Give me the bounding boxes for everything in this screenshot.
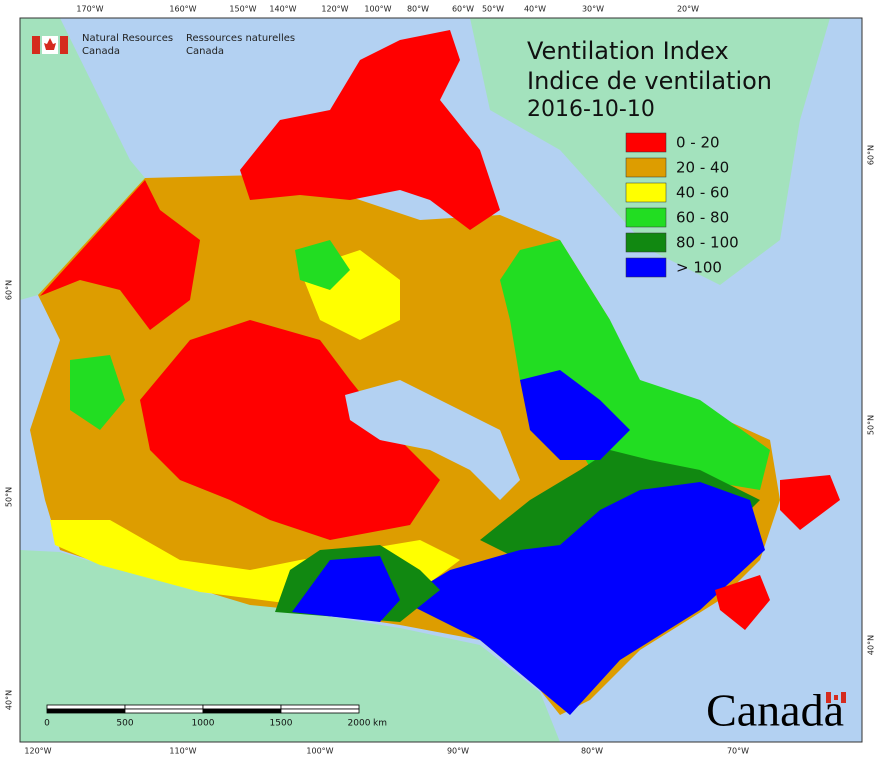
wordmark-flag — [826, 692, 846, 703]
legend-label: 20 - 40 — [676, 159, 729, 177]
longitude-label: 100°W — [364, 5, 391, 14]
arctic-islands — [240, 30, 500, 230]
flag-bar — [60, 36, 68, 54]
scale-segment — [124, 704, 204, 710]
longitude-label: 100°W — [306, 747, 333, 756]
longitude-label: 150°W — [229, 5, 256, 14]
maple-leaf — [834, 695, 838, 700]
legend-label: 80 - 100 — [676, 234, 739, 252]
alaska — [20, 18, 145, 300]
longitude-label: 80°W — [581, 747, 603, 756]
agency-en: Canada — [82, 46, 120, 57]
scale-bar: 0 500 1000 1500 2000 km — [44, 704, 387, 729]
scale-label: 500 — [116, 719, 133, 729]
scale-unit: km — [373, 719, 387, 729]
legend-swatch — [625, 207, 667, 228]
longitude-label: 20°W — [677, 5, 699, 14]
zone-green-arctic — [295, 240, 350, 290]
agency-fr: Canada — [186, 46, 224, 57]
latitude-label: 60°N — [5, 280, 14, 300]
zone-blue-lakes — [292, 556, 400, 622]
wordmark: Canada — [706, 685, 844, 736]
longitude-label: 120°W — [321, 5, 348, 14]
zone-blue-labrador — [520, 370, 630, 460]
title: Ventilation Index — [527, 37, 729, 65]
zone-red-west — [40, 180, 200, 330]
title: Indice de ventilation — [527, 67, 772, 95]
map-body — [20, 18, 862, 742]
nova-scotia — [715, 575, 770, 630]
scale-segment — [280, 708, 360, 714]
legend-label: > 100 — [676, 259, 722, 277]
scale-segment — [202, 704, 282, 710]
agency-fr: Ressources naturelles — [186, 33, 295, 44]
legend-label: 60 - 80 — [676, 209, 729, 227]
longitude-label: 40°W — [524, 5, 546, 14]
legend-swatch — [625, 132, 667, 153]
zone-red-central — [140, 320, 440, 540]
zone-green-west — [70, 355, 125, 430]
zone-blue-east — [400, 482, 765, 715]
date: 2016-10-10 — [527, 97, 655, 122]
map-frame — [19, 17, 863, 743]
flag-bar — [841, 692, 846, 703]
scale-label: 1000 — [192, 719, 215, 729]
longitude-label: 50°W — [482, 5, 504, 14]
flag-bar — [826, 692, 831, 703]
longitude-label: 160°W — [169, 5, 196, 14]
latitude-label: 50°N — [5, 487, 14, 507]
newfoundland — [780, 475, 840, 530]
legend: 0 - 20 20 - 40 40 - 60 60 - 80 80 - 100 > 100 — [625, 132, 739, 278]
maple-leaf — [44, 38, 56, 50]
united-states — [20, 550, 560, 742]
longitude-label: 170°W — [76, 5, 103, 14]
longitude-label: 120°W — [24, 747, 51, 756]
longitude-label: 90°W — [447, 747, 469, 756]
graticule-labels: 170°W 160°W 150°W 140°W 120°W 100°W 80°W 60°W 50… — [5, 5, 876, 756]
longitude-label: 110°W — [169, 747, 196, 756]
longitude-label: 140°W — [269, 5, 296, 14]
scale-segment — [46, 704, 126, 710]
scale-segment — [46, 708, 126, 714]
scale-segment — [202, 708, 282, 714]
agency-logo: Natural Resources Canada Ressources natu… — [32, 33, 295, 57]
longitude-label: 30°W — [582, 5, 604, 14]
legend-swatch — [625, 182, 667, 203]
flag-bar — [32, 36, 40, 54]
longitude-label: 80°W — [407, 5, 429, 14]
agency-en: Natural Resources — [82, 33, 173, 44]
latitude-label: 40°N — [867, 635, 876, 655]
latitude-label: 60°N — [867, 145, 876, 165]
scale-label: 1500 — [270, 719, 293, 729]
legend-swatch — [625, 257, 667, 278]
legend-swatch — [625, 232, 667, 253]
hudson-bay — [345, 380, 520, 500]
legend-swatch — [625, 157, 667, 178]
latitude-label: 50°N — [867, 415, 876, 435]
longitude-label: 70°W — [727, 747, 749, 756]
latitude-label: 40°N — [5, 690, 14, 710]
legend-label: 40 - 60 — [676, 184, 729, 202]
scale-label: 0 — [44, 719, 50, 729]
longitude-label: 60°W — [452, 5, 474, 14]
scale-label: 2000 — [348, 719, 371, 729]
scale-segment — [280, 704, 360, 710]
legend-label: 0 - 20 — [676, 134, 720, 152]
scale-segment — [124, 708, 204, 714]
